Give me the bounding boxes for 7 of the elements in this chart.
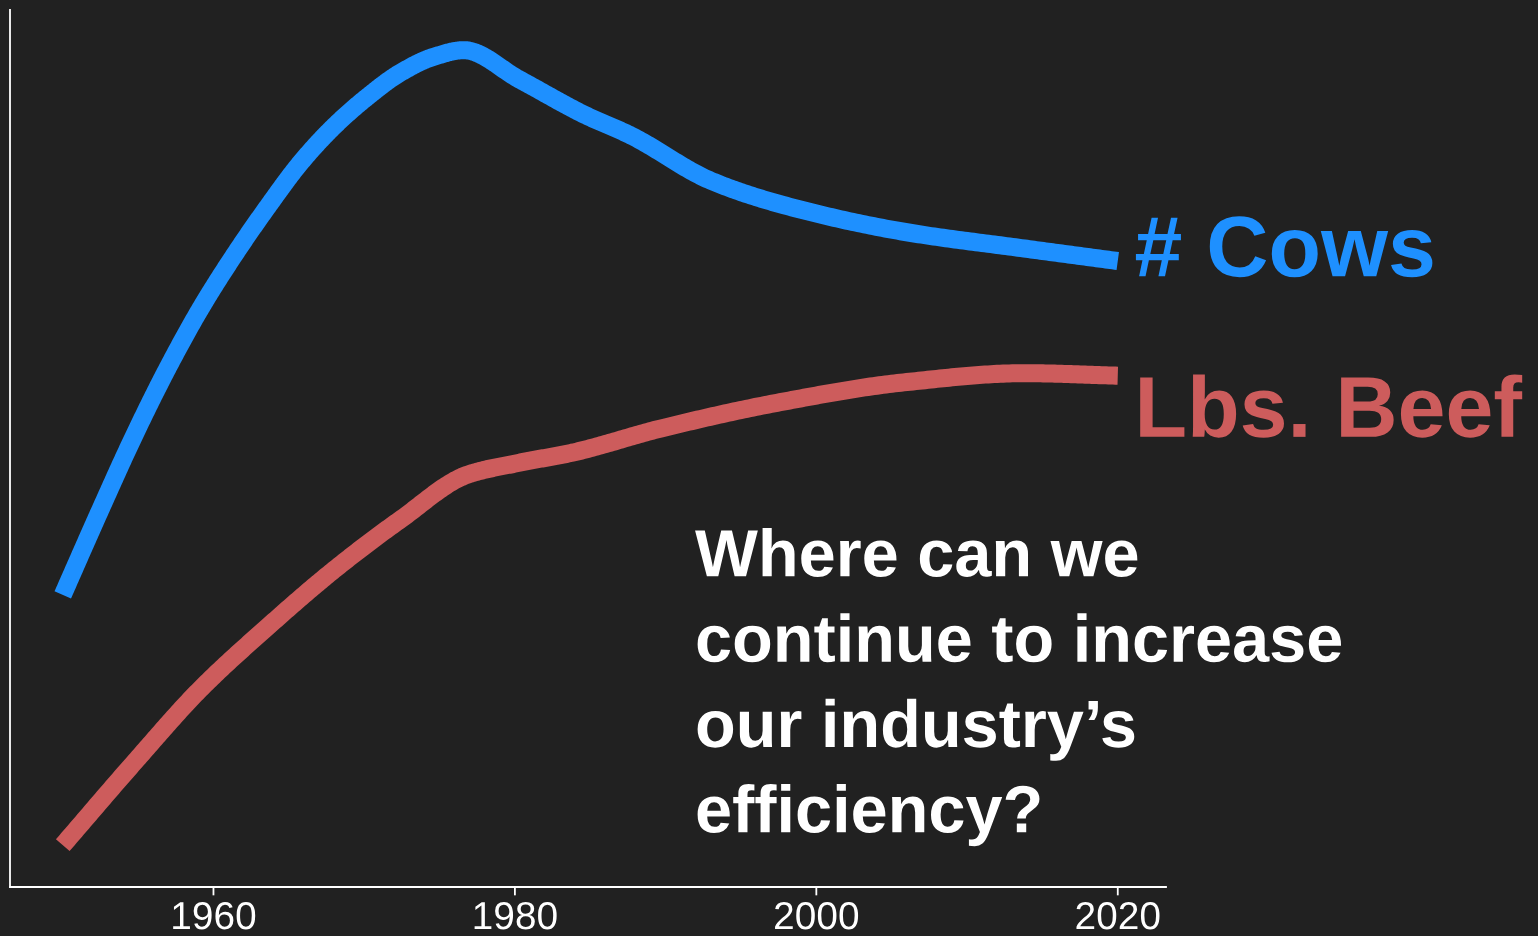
x-tick-label: 2000 xyxy=(775,901,859,930)
series-label: # Cows xyxy=(1135,216,1433,278)
annotation: Where can we continue to increase our industry’s efficiency? xyxy=(695,528,1342,847)
x-tick-label: 2020 xyxy=(1076,901,1160,930)
series-label: Lbs. Beef xyxy=(1140,374,1523,438)
x-tick-label: 1980 xyxy=(474,901,557,930)
x-tick-label: 1960 xyxy=(173,901,256,930)
